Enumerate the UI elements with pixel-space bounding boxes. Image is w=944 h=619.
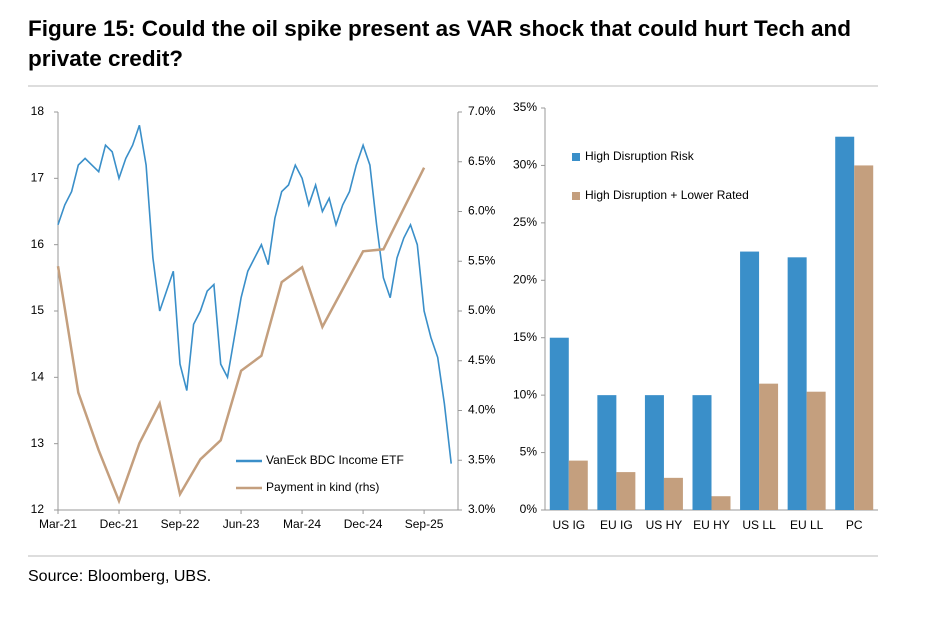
x-tick-label: EU LL	[790, 518, 824, 532]
x-tick-label: Sep-25	[405, 517, 444, 531]
x-tick-label: PC	[846, 518, 863, 532]
bar	[835, 136, 855, 510]
y-tick-label: 0%	[520, 502, 538, 516]
figure-title: Figure 15: Could the oil spike present a…	[28, 16, 852, 71]
y-tick-label: 30%	[513, 158, 537, 172]
y-tick-label: 25%	[513, 215, 537, 229]
bar	[616, 472, 636, 510]
bar	[597, 395, 617, 510]
y2-tick-label: 6.0%	[468, 204, 496, 218]
y-tick-label: 10%	[513, 387, 537, 401]
bar	[787, 257, 807, 510]
legend-label: High Disruption Risk	[585, 149, 695, 163]
y-tick-label: 18	[31, 104, 45, 118]
x-tick-label: Mar-21	[39, 517, 77, 531]
y-tick-label: 12	[31, 502, 45, 516]
y-tick-label: 16	[31, 237, 45, 251]
y-tick-label: 13	[31, 436, 45, 450]
x-tick-label: EU HY	[693, 518, 730, 532]
bar	[663, 477, 683, 510]
legend-swatch	[572, 153, 580, 161]
bar	[806, 391, 826, 510]
source-note: Source: Bloomberg, UBS.	[28, 568, 212, 585]
x-tick-label: US HY	[646, 518, 683, 532]
y2-tick-label: 3.0%	[468, 502, 496, 516]
bar	[549, 337, 569, 510]
y-tick-label: 14	[31, 370, 45, 384]
legend-label: VanEck BDC Income ETF	[266, 453, 404, 467]
series-line	[57, 125, 452, 464]
y-tick-label: 20%	[513, 272, 537, 286]
bar	[854, 165, 874, 510]
y2-tick-label: 4.0%	[468, 403, 496, 417]
bar	[740, 251, 760, 511]
legend-label: Payment in kind (rhs)	[266, 480, 379, 494]
x-tick-label: US LL	[742, 518, 776, 532]
x-tick-label: Mar-24	[283, 517, 321, 531]
legend-swatch	[572, 192, 580, 200]
legend-label: High Disruption + Lower Rated	[585, 188, 749, 202]
x-tick-label: Dec-21	[100, 517, 139, 531]
y-tick-label: 17	[31, 171, 45, 185]
bar	[759, 383, 779, 510]
bar	[692, 395, 712, 510]
y-tick-label: 15	[31, 303, 45, 317]
y-tick-label: 35%	[513, 100, 537, 114]
series-line	[56, 167, 426, 505]
y-tick-label: 5%	[520, 445, 538, 459]
y2-tick-label: 6.5%	[468, 154, 496, 168]
bar	[644, 395, 664, 510]
x-tick-label: Jun-23	[223, 517, 260, 531]
bar	[711, 496, 731, 510]
bar	[568, 460, 588, 510]
x-tick-label: US IG	[552, 518, 585, 532]
y2-tick-label: 5.0%	[468, 303, 496, 317]
y-tick-label: 15%	[513, 330, 537, 344]
y2-tick-label: 4.5%	[468, 353, 496, 367]
y2-tick-label: 5.5%	[468, 253, 496, 267]
x-tick-label: EU IG	[600, 518, 633, 532]
x-tick-label: Sep-22	[161, 517, 200, 531]
x-tick-label: Dec-24	[344, 517, 383, 531]
y2-tick-label: 3.5%	[468, 452, 496, 466]
y2-tick-label: 7.0%	[468, 104, 496, 118]
